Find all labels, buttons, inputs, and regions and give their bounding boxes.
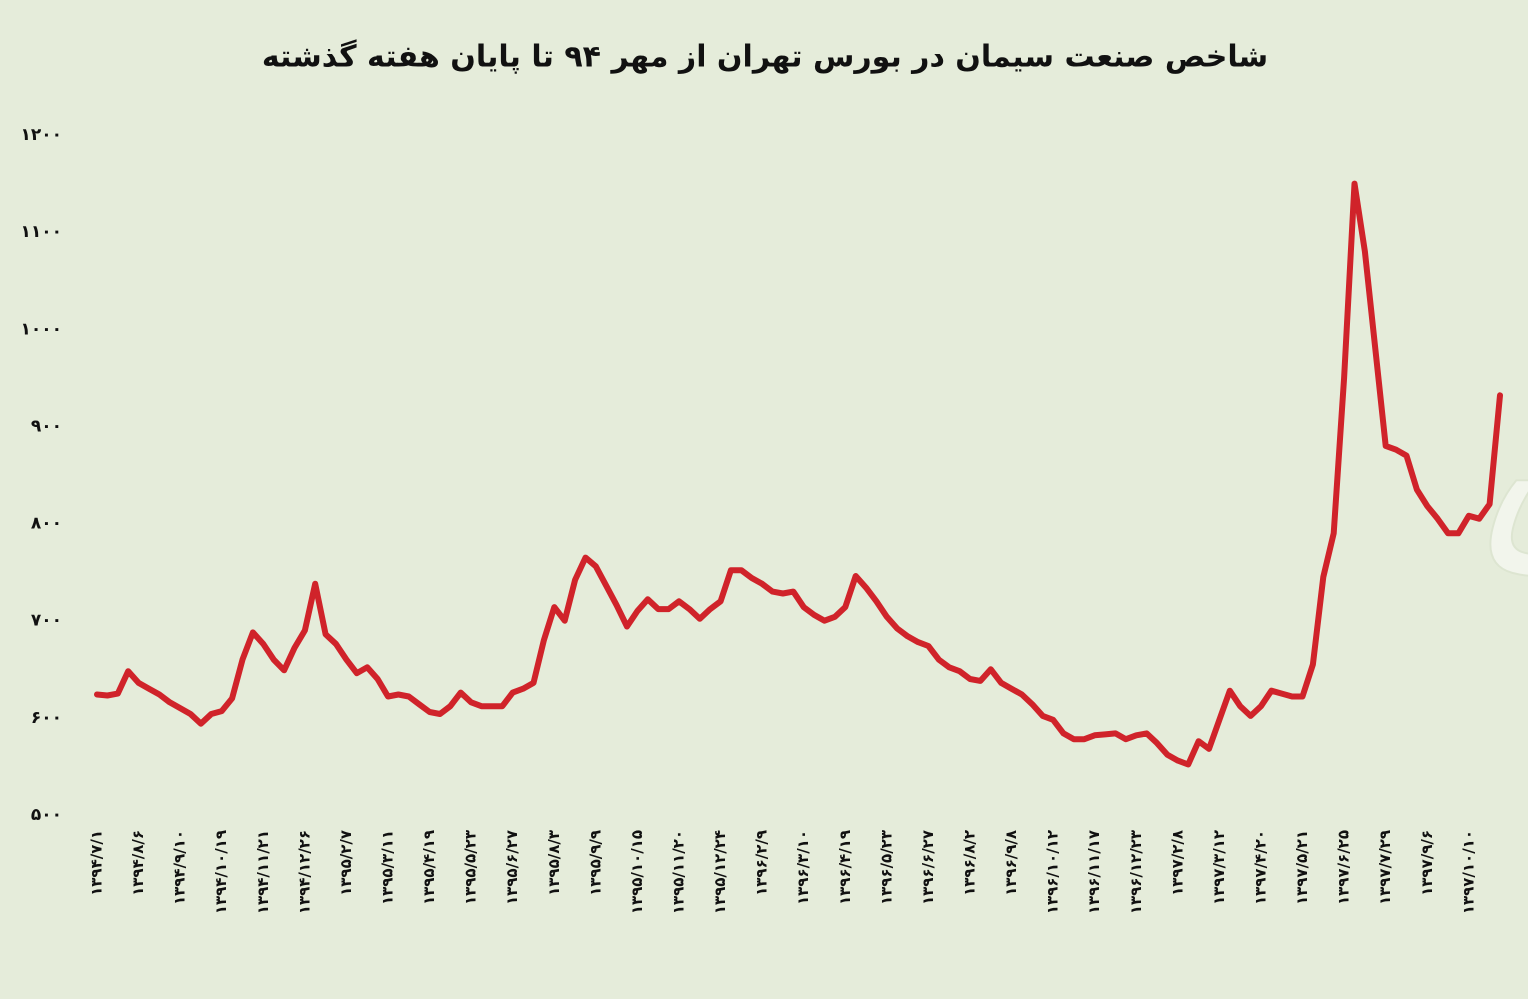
y-tick-label: ۶۰۰ — [31, 708, 62, 728]
x-tick-label: ۱۳۹۷/۴/۲۰ — [1251, 830, 1269, 905]
x-tick-label: ۱۳۹۶/۱۰/۱۲ — [1044, 830, 1062, 914]
x-tick-label: ۱۳۹۴/۱۱/۲۱ — [254, 830, 272, 914]
y-tick-label: ۸۰۰ — [31, 514, 62, 534]
x-tick-label: ۱۳۹۵/۳/۱۱ — [378, 830, 396, 905]
x-tick-label: ۱۳۹۷/۶/۲۵ — [1335, 830, 1353, 905]
x-tick-label: ۱۳۹۵/۴/۱۹ — [420, 830, 438, 905]
x-tick-label: ۱۳۹۴/۱۲/۲۶ — [295, 830, 313, 914]
x-tick-label: ۱۳۹۶/۴/۱۹ — [836, 830, 854, 905]
x-tick-label: ۱۳۹۵/۲/۷ — [337, 830, 355, 896]
chart-title: شاخص صنعت سیمان در بورس تهران از مهر ۹۴ … — [262, 39, 1268, 75]
x-tick-label: ۱۳۹۵/۱۱/۲۰ — [669, 830, 687, 914]
x-tick-label: ۱۳۹۴/۷/۱ — [88, 830, 106, 896]
x-tick-label: ۱۳۹۶/۹/۸ — [1002, 830, 1020, 896]
x-tick-label: ۱۳۹۶/۱۲/۲۳ — [1127, 830, 1145, 914]
x-tick-label: ۱۳۹۷/۹/۶ — [1418, 830, 1436, 896]
x-tick-label: ۱۳۹۴/۱۰/۱۹ — [212, 830, 230, 914]
x-tick-label: ۱۳۹۶/۳/۱۰ — [794, 830, 812, 905]
x-tick-label: ۱۳۹۶/۱۱/۱۷ — [1085, 830, 1103, 914]
y-tick-label: ۷۰۰ — [31, 611, 62, 631]
x-tick-label: ۱۳۹۶/۲/۹ — [753, 830, 771, 896]
x-tick-label: ۱۳۹۷/۱۰/۱۰ — [1459, 830, 1477, 914]
x-tick-label: ۱۳۹۵/۵/۲۳ — [462, 830, 480, 905]
x-tick-label: ۱۳۹۴/۸/۶ — [129, 830, 147, 896]
x-tick-label: ۱۳۹۷/۵/۲۱ — [1293, 830, 1311, 905]
x-tick-label: ۱۳۹۵/۶/۲۷ — [503, 830, 521, 905]
x-tick-label: ۱۳۹۴/۹/۱۰ — [171, 830, 189, 905]
x-tick-label: ۱۳۹۷/۲/۸ — [1168, 830, 1186, 896]
y-tick-label: ۱۲۰۰ — [20, 125, 62, 145]
y-tick-label: ۱۰۰۰ — [20, 319, 62, 339]
x-tick-label: ۱۳۹۵/۹/۹ — [586, 830, 604, 896]
x-tick-label: ۱۳۹۵/۱۲/۲۴ — [711, 830, 729, 914]
x-tick-label: ۱۳۹۷/۳/۱۲ — [1210, 830, 1228, 905]
data-line — [94, 180, 1503, 768]
x-tick-label: ۱۳۹۵/۱۰/۱۵ — [628, 830, 646, 914]
x-tick-label: ۱۳۹۶/۸/۲ — [960, 830, 978, 896]
x-tick-label: ۱۳۹۷/۷/۲۹ — [1376, 830, 1394, 905]
y-tick-label: ۱۱۰۰ — [20, 222, 62, 242]
y-tick-label: ۵۰۰ — [31, 805, 62, 825]
y-tick-label: ۹۰۰ — [31, 416, 62, 436]
watermark: دنیای بورس — [1480, 308, 1528, 577]
x-tick-label: ۱۳۹۶/۶/۲۷ — [919, 830, 937, 905]
x-tick-label: ۱۳۹۵/۸/۳ — [545, 830, 563, 896]
x-tick-label: ۱۳۹۶/۵/۲۳ — [877, 830, 895, 905]
